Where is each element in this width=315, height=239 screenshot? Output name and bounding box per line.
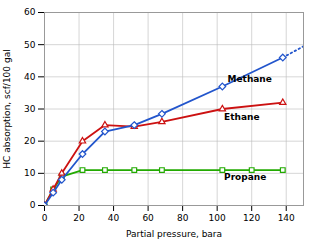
svg-text:60: 60 (24, 7, 36, 17)
svg-text:20: 20 (24, 136, 36, 146)
svg-text:100: 100 (209, 213, 226, 223)
svg-text:50: 50 (24, 40, 36, 50)
svg-text:0: 0 (30, 200, 36, 210)
svg-text:HC absorption, scf/100 gal: HC absorption, scf/100 gal (2, 49, 12, 168)
svg-text:140: 140 (278, 213, 295, 223)
svg-text:80: 80 (177, 213, 189, 223)
svg-text:120: 120 (243, 213, 260, 223)
svg-text:Partial pressure, bara: Partial pressure, bara (126, 229, 222, 239)
svg-text:Ethane: Ethane (224, 112, 259, 122)
svg-text:Propane: Propane (224, 172, 266, 182)
svg-text:20: 20 (73, 213, 85, 223)
svg-text:10: 10 (24, 168, 36, 178)
svg-text:0: 0 (42, 213, 48, 223)
svg-text:Methane: Methane (228, 74, 272, 84)
svg-text:30: 30 (24, 104, 36, 114)
svg-text:40: 40 (24, 72, 36, 82)
svg-text:60: 60 (142, 213, 154, 223)
svg-text:40: 40 (108, 213, 120, 223)
